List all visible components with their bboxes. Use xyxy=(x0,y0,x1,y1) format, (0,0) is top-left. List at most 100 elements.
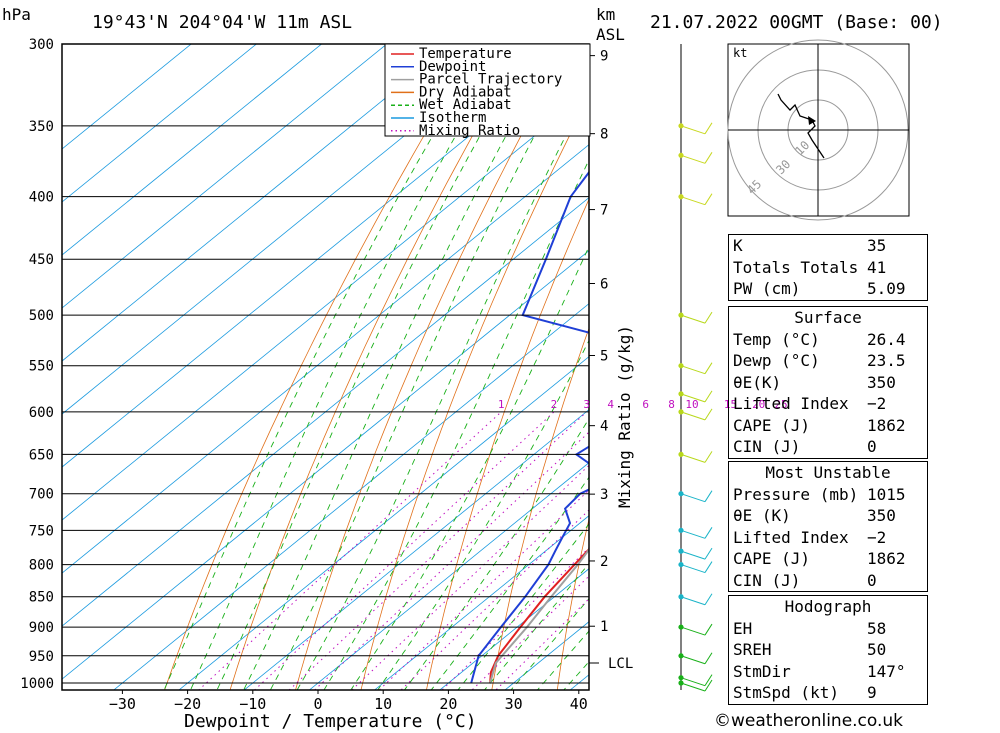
wind-barb-flag xyxy=(704,547,713,560)
x-tick-label: −20 xyxy=(174,695,201,713)
height-axis: 1 2 3 4 5 6 7 8 9 LCL xyxy=(589,49,633,672)
pressure-tick-label: 750 xyxy=(29,523,54,539)
table-row: StmSpd (kt) 9 xyxy=(729,682,927,704)
wet-adiabat-line xyxy=(296,89,589,690)
mixing-ratio-line xyxy=(253,411,555,690)
wind-barb-shaft xyxy=(680,393,706,403)
isotherm-line xyxy=(62,44,258,203)
mixing-ratio-line xyxy=(495,598,589,690)
pressure-tick-label: 350 xyxy=(29,119,54,135)
table-row: Dewp (°C) 23.5 xyxy=(729,350,927,372)
mixing-ratio-label: 15 xyxy=(724,398,737,411)
table-row: Lifted Index −2 xyxy=(729,527,927,549)
x-tick-label: 30 xyxy=(505,695,523,713)
legend-label: Temperature xyxy=(419,46,512,62)
mixing-ratio-label: 20 xyxy=(752,398,765,411)
wind-barb-flag xyxy=(704,311,713,324)
pressure-tick-label: 450 xyxy=(29,252,54,268)
pressure-tick-label: 550 xyxy=(29,359,54,375)
mixing-ratio-label: 2 xyxy=(551,398,558,411)
pressure-tick-label: 950 xyxy=(29,649,54,665)
x-axis-label: Dewpoint / Temperature (°C) xyxy=(184,711,477,732)
wind-barb-flag xyxy=(704,527,713,539)
series-line-dewpoint xyxy=(470,170,589,684)
row-label: K xyxy=(733,236,743,255)
legend-label: Parcel Trajectory xyxy=(419,72,562,88)
wind-barb-flag xyxy=(704,561,713,573)
datetime-title: 21.07.2022 00GMT (Base: 00) xyxy=(650,12,943,33)
height-tick-label: 9 xyxy=(600,49,608,65)
table-row: Totals Totals 41 xyxy=(729,257,927,279)
wet-adiabat-line xyxy=(216,44,533,690)
row-value: 50 xyxy=(867,640,887,659)
mixing-ratio-label: 1 xyxy=(498,398,505,411)
row-value: 350 xyxy=(867,506,896,525)
height-tick-label: 8 xyxy=(600,127,608,143)
row-label: Pressure (mb) xyxy=(733,484,859,504)
row-value: −2 xyxy=(867,527,887,547)
wet-adiabat-line xyxy=(403,417,589,690)
wet-adiabat-line xyxy=(190,44,510,690)
wind-barb-flag xyxy=(704,408,713,421)
mixing-ratio-line xyxy=(288,411,587,690)
wind-barb-flag xyxy=(704,451,713,463)
wind-barb-flag xyxy=(704,593,713,606)
wind-barb-shaft xyxy=(680,314,706,324)
row-value: 0 xyxy=(867,570,877,590)
row-label: θE(K) xyxy=(733,372,782,392)
x-tick-label: 40 xyxy=(570,695,588,713)
isotherm-line xyxy=(373,515,589,690)
wind-barb-flag xyxy=(704,674,713,686)
hodograph-unit-label: kt xyxy=(733,46,747,60)
pressure-tick-label: 900 xyxy=(29,620,54,636)
x-tick-label: −10 xyxy=(239,695,266,713)
wet-adiabat-line xyxy=(536,630,589,690)
row-value: 1862 xyxy=(867,549,906,568)
hodograph-storm-marker xyxy=(808,116,816,125)
wind-barb-shaft xyxy=(680,655,706,665)
pressure-tick-label: 500 xyxy=(29,308,54,324)
row-value: 1015 xyxy=(867,484,906,504)
x-tick-label: 10 xyxy=(374,695,392,713)
lcl-label: LCL xyxy=(608,656,633,672)
wet-adiabat-line xyxy=(243,44,558,690)
row-value: 23.5 xyxy=(867,351,906,370)
mixing-ratio-line xyxy=(313,431,589,690)
row-value: −2 xyxy=(867,394,887,413)
wind-barb-shaft xyxy=(680,411,706,421)
wet-adiabat-line xyxy=(483,562,589,690)
plot-frame xyxy=(61,43,590,691)
height-tick-label: 3 xyxy=(600,487,608,503)
dry-adiabat-line xyxy=(491,327,589,690)
dry-adiabat-line xyxy=(556,517,589,690)
isotherm-line xyxy=(113,303,589,690)
dry-adiabat-line xyxy=(426,198,589,690)
wind-barb-flag xyxy=(704,152,713,164)
mixing-ratio-label: 10 xyxy=(685,398,698,411)
wet-adiabat-line xyxy=(510,597,589,690)
row-label: Totals Totals xyxy=(733,257,859,277)
x-tick-label: 0 xyxy=(313,695,322,713)
x-tick-label: 20 xyxy=(439,695,457,713)
pressure-tick-label: 400 xyxy=(29,190,54,206)
mixing-ratio-label: 25 xyxy=(774,398,787,411)
wind-barb-flag xyxy=(704,122,713,135)
height-tick-label: 7 xyxy=(600,203,608,219)
mixing-ratio-labels: 1 2 3 4 6 8 10 15 20 25 xyxy=(498,398,788,411)
isotherm-line xyxy=(62,44,323,256)
series-layer xyxy=(470,170,589,684)
row-value: 26.4 xyxy=(867,329,906,349)
table-row: Lifted Index −2 xyxy=(729,393,927,415)
hodograph-table: Hodograph EH 58 SREH 50 StmDir 147° StmSpd (kt)… xyxy=(728,595,928,705)
isotherm-line xyxy=(62,44,388,309)
isotherm-line xyxy=(62,44,584,468)
dry-adiabat-line xyxy=(295,44,572,690)
series-line-parcel-trajectory xyxy=(489,548,589,684)
dry-adiabat-line xyxy=(360,96,589,690)
table-row: CIN (J) 0 xyxy=(729,436,927,458)
isotherm-line xyxy=(62,91,589,521)
x-tick-label: −30 xyxy=(109,695,136,713)
row-label: Lifted Index xyxy=(733,394,849,413)
asl-unit-label: ASL xyxy=(596,25,625,44)
